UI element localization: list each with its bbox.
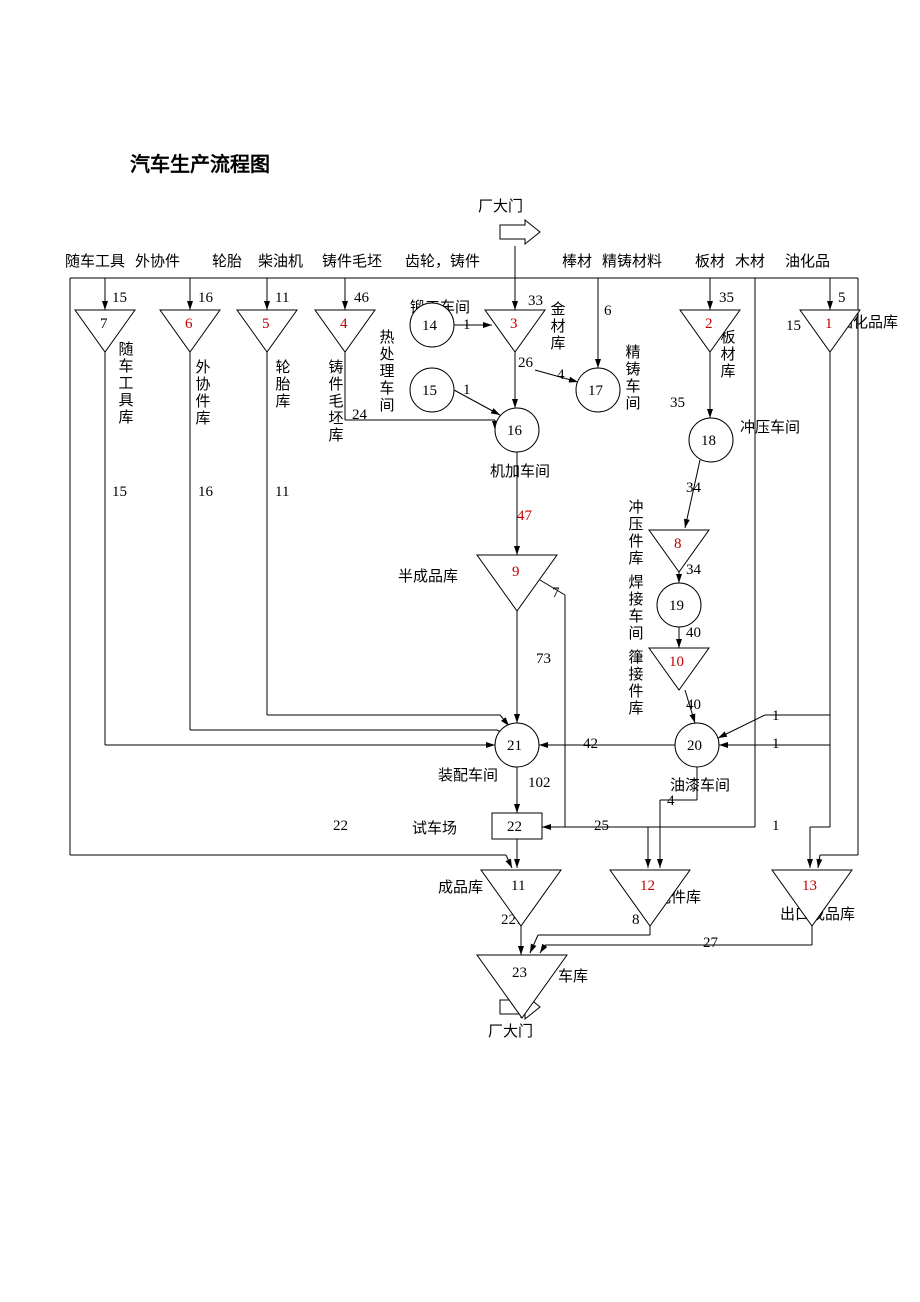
svg-text:22: 22: [507, 819, 522, 835]
circle-15: 15: [410, 368, 454, 412]
gate-arrow-top: [500, 220, 540, 244]
triangle-13: 13: [772, 870, 852, 926]
triangle-23: 23: [477, 955, 567, 1018]
svg-text:8: 8: [674, 536, 682, 552]
circle-21: 21: [495, 723, 539, 767]
svg-text:9: 9: [512, 564, 520, 580]
svg-text:21: 21: [507, 738, 522, 754]
svg-text:19: 19: [669, 598, 684, 614]
triangle-10: 10: [649, 648, 709, 690]
triangle-6: 6: [160, 310, 220, 352]
svg-text:1: 1: [825, 316, 833, 332]
triangle-3: 3: [485, 310, 545, 352]
circle-17: 17: [576, 368, 620, 412]
triangle-1: 1: [800, 310, 860, 352]
svg-text:15: 15: [422, 383, 437, 399]
svg-text:23: 23: [512, 965, 527, 981]
svg-text:4: 4: [340, 316, 348, 332]
triangle-7: 7: [75, 310, 135, 352]
circle-19: 19: [657, 583, 701, 627]
triangle-2: 2: [680, 310, 740, 352]
svg-text:2: 2: [705, 316, 713, 332]
circle-18: 18: [689, 418, 733, 462]
svg-text:6: 6: [185, 316, 193, 332]
circle-14: 14: [410, 303, 454, 347]
svg-text:17: 17: [588, 383, 604, 399]
svg-text:5: 5: [262, 316, 270, 332]
svg-text:20: 20: [687, 738, 702, 754]
svg-text:14: 14: [422, 318, 438, 334]
svg-text:13: 13: [802, 878, 817, 894]
svg-text:7: 7: [100, 316, 108, 332]
rect-22: 22: [492, 813, 542, 839]
svg-text:10: 10: [669, 654, 684, 670]
triangle-4: 4: [315, 310, 375, 352]
svg-text:12: 12: [640, 878, 655, 894]
triangle-12: 12: [610, 870, 690, 926]
triangle-5: 5: [237, 310, 297, 352]
svg-text:11: 11: [511, 878, 525, 894]
svg-text:18: 18: [701, 433, 716, 449]
circle-20: 20: [675, 723, 719, 767]
circle-16: 16: [495, 408, 539, 452]
diagram-svg: 7 6 5 4 3 2 1 8 9 10 11 12 13 23 14 15 1…: [0, 0, 920, 1302]
triangle-8: 8: [649, 530, 709, 572]
triangle-11: 11: [481, 870, 561, 926]
svg-text:16: 16: [507, 423, 523, 439]
svg-text:3: 3: [510, 316, 518, 332]
diagram-canvas: 汽车生产流程图 厂大门 厂大门 随车工具 外协件 轮胎 柴油机 铸件毛坯 齿轮，…: [0, 0, 920, 1302]
